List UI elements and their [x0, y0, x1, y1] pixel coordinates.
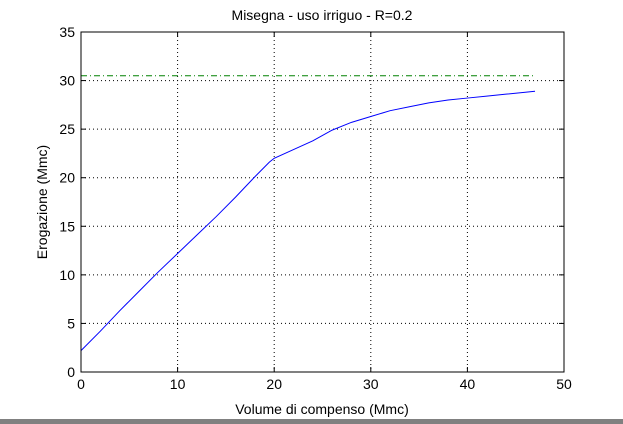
y-axis-label: Erogazione (Mmc) [34, 145, 50, 259]
y-tick-label: 5 [67, 315, 75, 331]
x-tick-label: 30 [363, 376, 379, 392]
axes-box [80, 31, 565, 373]
y-tick-label: 10 [59, 267, 75, 283]
y-tick-label: 25 [59, 121, 75, 137]
y-tick-label: 15 [59, 218, 75, 234]
chart-title: Misegna - uso irriguo - R=0.2 [232, 7, 413, 23]
x-tick-label: 10 [170, 376, 186, 392]
y-tick-label: 30 [59, 73, 75, 89]
x-tick-label: 40 [460, 376, 476, 392]
axis-ticks: 0 10 20 30 40 50 0 5 10 15 20 25 30 35 [59, 24, 572, 392]
x-tick-label: 20 [266, 376, 282, 392]
data-series [80, 75, 536, 351]
y-tick-label: 20 [59, 170, 75, 186]
x-tick-label: 50 [556, 376, 572, 392]
grid-lines [81, 32, 564, 372]
y-tick-label: 35 [59, 24, 75, 40]
x-tick-label: 0 [77, 376, 85, 392]
plot-area [81, 32, 564, 372]
y-tick-label: 0 [67, 364, 75, 380]
x-axis-label: Volume di compenso (Mmc) [235, 401, 409, 417]
erogazione-series-line [80, 90, 536, 351]
